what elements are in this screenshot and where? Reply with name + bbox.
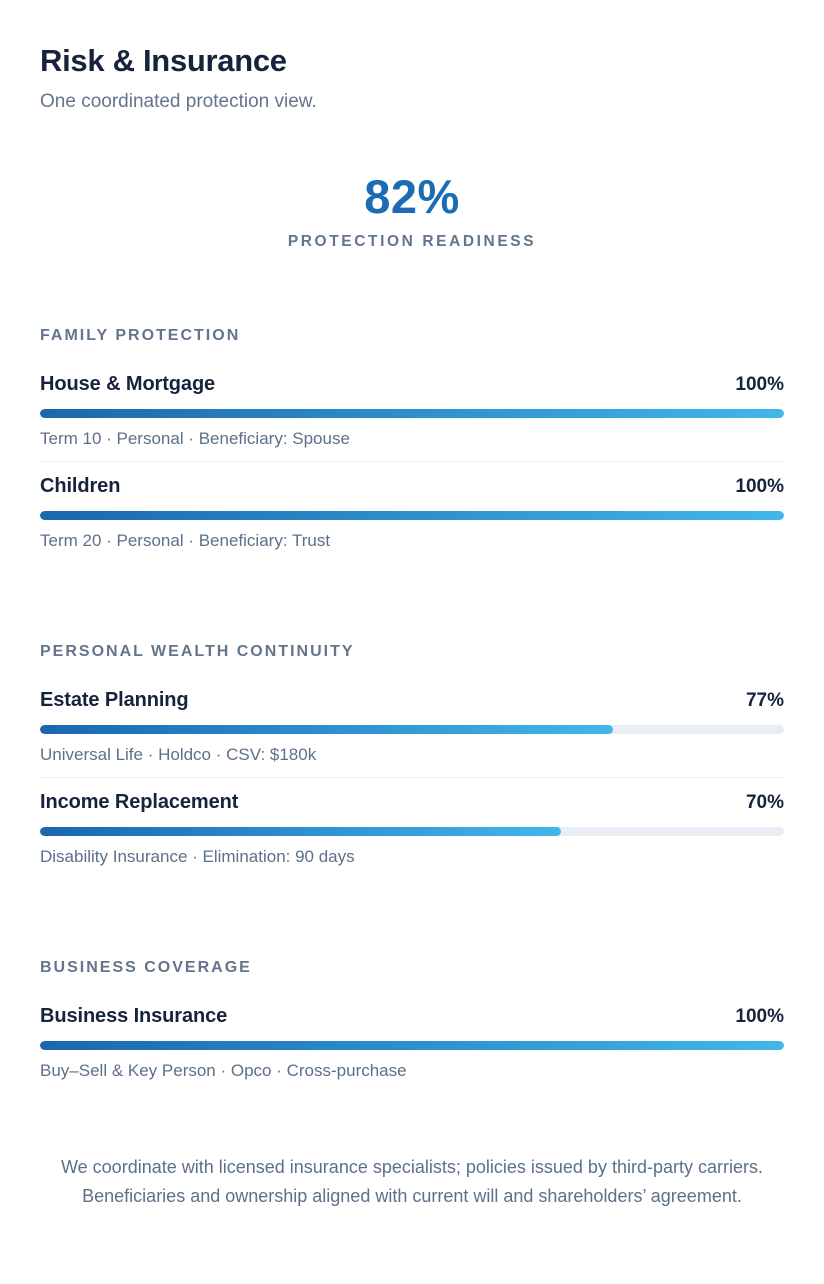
progress-bar-fill bbox=[40, 1041, 784, 1051]
progress-bar-track bbox=[40, 1041, 784, 1051]
page-title: Risk & Insurance bbox=[40, 43, 287, 78]
risk-insurance-page: Risk & Insurance One coordinated protect… bbox=[40, 43, 784, 1211]
coverage-item: Business Insurance 100% Buy–Sell & Key P… bbox=[40, 1005, 784, 1081]
coverage-section: FAMILY PROTECTION House & Mortgage 100% … bbox=[40, 327, 784, 551]
coverage-item-header: Estate Planning 77% bbox=[40, 689, 784, 712]
coverage-item-header: Children 100% bbox=[40, 475, 784, 498]
footer-line: Beneficiaries and ownership aligned with… bbox=[82, 1186, 742, 1207]
coverage-item: Income Replacement 70% Disability Insura… bbox=[40, 791, 784, 867]
coverage-percent: 100% bbox=[735, 1006, 784, 1028]
coverage-name: Children bbox=[40, 475, 121, 498]
progress-bar-track bbox=[40, 725, 784, 735]
section-items: House & Mortgage 100% Term 10 · Personal… bbox=[40, 373, 784, 551]
item-divider bbox=[40, 777, 784, 779]
coverage-sections: FAMILY PROTECTION House & Mortgage 100% … bbox=[40, 327, 784, 1081]
progress-bar-track bbox=[40, 511, 784, 521]
section-label: FAMILY PROTECTION bbox=[40, 327, 241, 345]
progress-bar-fill bbox=[40, 409, 784, 419]
coverage-percent: 70% bbox=[745, 792, 784, 814]
progress-bar-fill bbox=[40, 725, 613, 735]
protection-readiness-hero: 82% PROTECTION READINESS bbox=[40, 173, 784, 251]
item-divider bbox=[40, 461, 784, 463]
coverage-item: Estate Planning 77% Universal Life · Hol… bbox=[40, 689, 784, 779]
progress-bar-fill bbox=[40, 827, 561, 837]
section-label: BUSINESS COVERAGE bbox=[40, 959, 252, 977]
coverage-detail: Term 10 · Personal · Beneficiary: Spouse bbox=[40, 429, 350, 449]
progress-bar-fill bbox=[40, 511, 784, 521]
progress-bar-track bbox=[40, 409, 784, 419]
coverage-percent: 77% bbox=[745, 690, 784, 712]
coverage-name: Business Insurance bbox=[40, 1005, 228, 1028]
section-label: PERSONAL WEALTH CONTINUITY bbox=[40, 643, 355, 661]
page-subtitle: One coordinated protection view. bbox=[40, 91, 317, 113]
coverage-detail: Buy–Sell & Key Person · Opco · Cross-pur… bbox=[40, 1061, 407, 1081]
footer-line: We coordinate with licensed insurance sp… bbox=[61, 1157, 763, 1178]
coverage-detail: Universal Life · Holdco · CSV: $180k bbox=[40, 745, 317, 765]
section-items: Business Insurance 100% Buy–Sell & Key P… bbox=[40, 1005, 784, 1081]
coverage-percent: 100% bbox=[735, 374, 784, 396]
coverage-item-header: House & Mortgage 100% bbox=[40, 373, 784, 396]
coverage-percent: 100% bbox=[735, 476, 784, 498]
coverage-section: BUSINESS COVERAGE Business Insurance 100… bbox=[40, 959, 784, 1081]
footer-disclaimer: We coordinate with licensed insurance sp… bbox=[40, 1153, 784, 1211]
coverage-detail: Term 20 · Personal · Beneficiary: Trust bbox=[40, 531, 331, 551]
protection-readiness-value: 82% bbox=[364, 170, 460, 224]
section-items: Estate Planning 77% Universal Life · Hol… bbox=[40, 689, 784, 867]
progress-bar-track bbox=[40, 827, 784, 837]
coverage-item: House & Mortgage 100% Term 10 · Personal… bbox=[40, 373, 784, 463]
coverage-item-header: Business Insurance 100% bbox=[40, 1005, 784, 1028]
coverage-name: Income Replacement bbox=[40, 791, 239, 814]
coverage-item-header: Income Replacement 70% bbox=[40, 791, 784, 814]
coverage-section: PERSONAL WEALTH CONTINUITY Estate Planni… bbox=[40, 643, 784, 867]
coverage-item: Children 100% Term 20 · Personal · Benef… bbox=[40, 475, 784, 551]
coverage-detail: Disability Insurance · Elimination: 90 d… bbox=[40, 847, 355, 867]
coverage-name: House & Mortgage bbox=[40, 373, 216, 396]
protection-readiness-label: PROTECTION READINESS bbox=[287, 233, 537, 251]
coverage-name: Estate Planning bbox=[40, 689, 189, 712]
